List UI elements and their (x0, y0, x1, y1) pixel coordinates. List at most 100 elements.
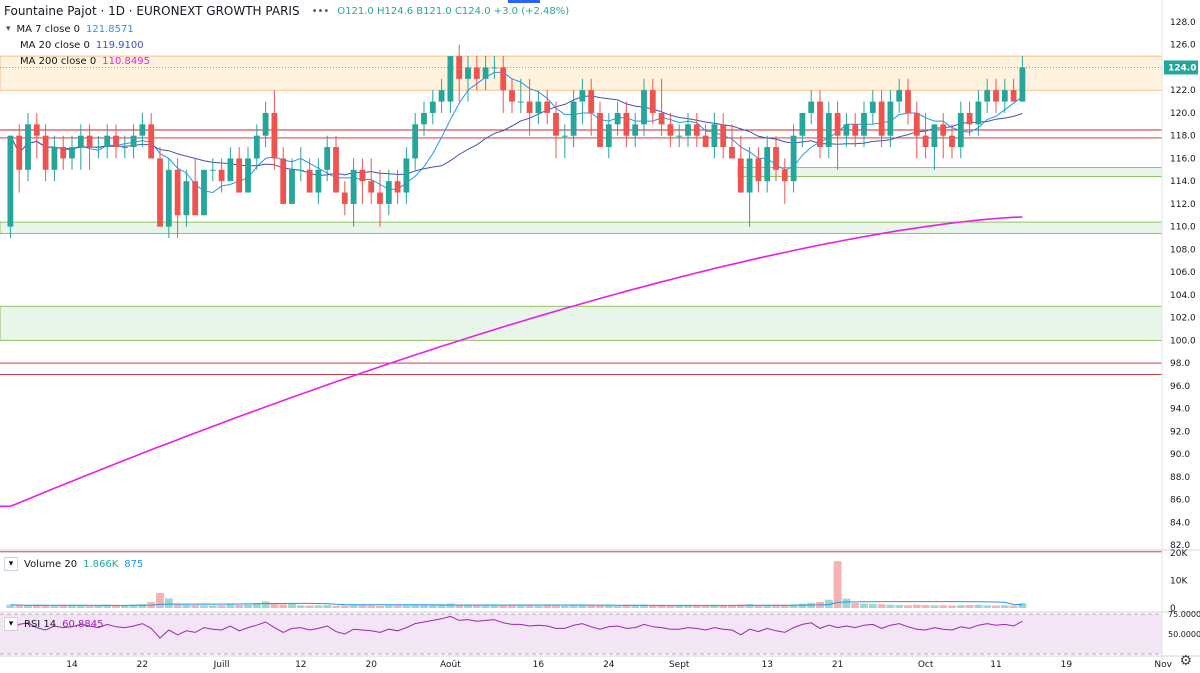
volume-bar (120, 605, 129, 608)
indicator-name: MA 7 close 0 (16, 23, 81, 35)
candle-body (95, 147, 102, 149)
rsi-line (10, 615, 1023, 639)
volume-bar (305, 605, 314, 608)
volume-bar (472, 604, 481, 608)
candle-body (931, 124, 938, 148)
candle-body (7, 135, 14, 227)
volume-bar (860, 603, 868, 608)
candle-body (201, 169, 207, 216)
candle-body (878, 101, 885, 136)
volume-bar (1000, 605, 1009, 608)
candle-body (130, 135, 137, 148)
candle-body (280, 158, 287, 204)
candle-body (676, 135, 683, 137)
time-tick-label: Oct (918, 660, 934, 670)
candle-body (33, 124, 40, 136)
volume-bar (842, 598, 851, 608)
price-tick-label: 118.0 (1170, 132, 1196, 142)
volume-bar (446, 603, 455, 608)
volume-bar (217, 605, 226, 608)
chevron-down-icon[interactable]: ▾ (4, 617, 18, 631)
last-price-badge (1164, 60, 1198, 75)
gear-icon[interactable]: ⚙ (1179, 653, 1192, 669)
candle-body (949, 135, 955, 148)
volume-bar (728, 605, 736, 608)
volume-bar (754, 604, 763, 608)
candle-body (350, 169, 357, 204)
candle-body (368, 181, 375, 193)
rsi-legend[interactable]: ▾ RSI 14 60.8845 (4, 617, 104, 631)
chevron-down-icon[interactable]: ▾ (6, 24, 11, 34)
volume-bar (261, 601, 270, 608)
last-price-label: 124.0 (1168, 63, 1196, 73)
volume-bar (252, 603, 261, 608)
volume-bar (956, 605, 965, 608)
volume-tick-label: 0 (1170, 604, 1176, 614)
time-tick-label: 16 (533, 660, 545, 670)
volume-bar (631, 605, 640, 608)
candle-body (632, 124, 639, 136)
candle-body (385, 181, 392, 204)
candle-body (957, 112, 964, 148)
candle-body (157, 158, 163, 227)
volume-bar (349, 605, 358, 608)
time-tick-label: 11 (990, 660, 1001, 670)
price-tick-label: 122.0 (1170, 86, 1196, 96)
volume-legend[interactable]: ▾ Volume 20 1.866K 875 (4, 557, 143, 571)
indicator-row-ma200[interactable]: MA 200 close 0 110.8495 (4, 53, 569, 69)
volume-bar (288, 603, 296, 608)
candle-body (403, 158, 410, 193)
volume-bar (244, 604, 252, 608)
price-tick-label: 126.0 (1170, 41, 1196, 51)
volume-bar (420, 604, 428, 608)
candle-body (544, 101, 551, 113)
volume-bar (851, 603, 860, 608)
volume-bar (516, 605, 525, 608)
volume-bar (974, 604, 983, 608)
time-tick-label: 12 (295, 660, 306, 670)
price-tick-label: 128.0 (1170, 18, 1196, 28)
indicator-row-ma7[interactable]: ▾ MA 7 close 0 121.8571 (4, 21, 569, 37)
volume-bar (182, 604, 191, 608)
symbol-title[interactable]: Fountaine Pajot · 1D · EURONEXT GROWTH P… (4, 4, 300, 18)
ohlc-values: O121.0 H124.6 B121.0 C124.0 +3.0 (+2.48%… (337, 5, 570, 17)
candle-body (588, 90, 595, 113)
volume-bar (376, 605, 384, 608)
volume-bar (499, 605, 508, 608)
indicator-value: 119.9100 (95, 39, 144, 51)
candle-body (429, 101, 436, 113)
time-tick-label: 24 (603, 660, 615, 670)
moving-averages (0, 71, 1023, 508)
volume-bar (508, 605, 516, 608)
indicator-row-ma20[interactable]: MA 20 close 0 119.9100 (4, 37, 569, 53)
chevron-down-icon[interactable]: ▾ (4, 557, 18, 571)
volume-bar (648, 605, 657, 608)
volume-bar (103, 605, 112, 608)
volume-name: Volume 20 (24, 558, 78, 570)
volume-bar (657, 605, 666, 608)
candle-body (685, 124, 691, 136)
candle-body (121, 147, 128, 149)
candle-body (781, 169, 788, 182)
candle-body (869, 101, 876, 113)
candle-body (1019, 67, 1026, 102)
volume-tick-label: 10K (1170, 577, 1188, 587)
price-tick-label: 112.0 (1170, 200, 1196, 210)
volume-bar (719, 605, 728, 608)
volume-bar (6, 604, 15, 608)
candle-body (271, 112, 278, 159)
volume-bar (587, 605, 596, 608)
volume-bar (314, 605, 323, 608)
price-tick-label: 120.0 (1170, 109, 1196, 119)
volume-bar (208, 605, 217, 608)
volume-tick-label: 20K (1170, 549, 1188, 559)
candle-body (975, 101, 982, 125)
candle-body (993, 90, 999, 102)
candle-body (315, 169, 322, 193)
indicator-value: 110.8495 (102, 55, 150, 67)
ellipsis-icon[interactable]: ••• (311, 5, 330, 17)
candle-body (16, 135, 23, 170)
time-tick-label: Août (440, 660, 461, 670)
